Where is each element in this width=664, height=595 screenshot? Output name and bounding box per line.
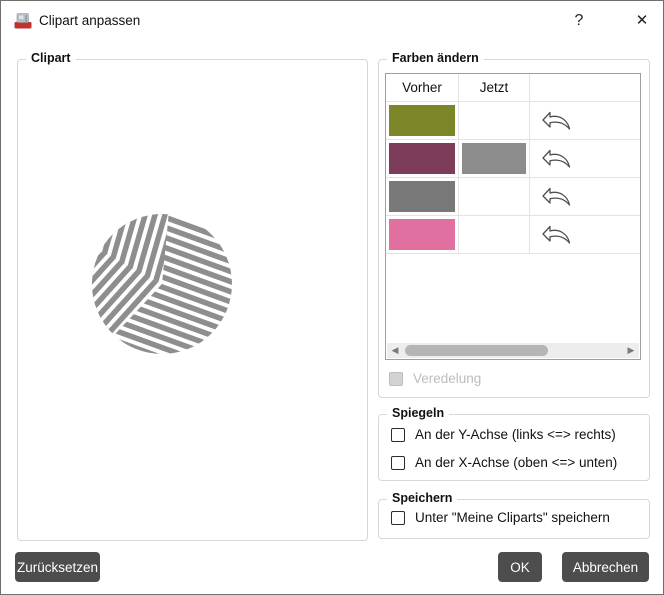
horizontal-scrollbar[interactable]: ◀ ▶: [387, 343, 639, 358]
save-group-label: Speichern: [387, 491, 458, 505]
scrollbar-thumb[interactable]: [405, 345, 548, 356]
yarn-ball-clipart: [92, 214, 232, 354]
color-table: Vorher Jetzt: [385, 73, 641, 360]
mirror-y-row: An der Y-Achse (links <=> rechts): [391, 427, 616, 442]
color-row: [386, 216, 640, 254]
veredelung-label: Veredelung: [413, 371, 482, 386]
color-table-header: Vorher Jetzt: [386, 74, 640, 102]
undo-arrow-icon[interactable]: [538, 110, 574, 132]
mirror-y-checkbox[interactable]: [391, 427, 405, 442]
header-jetzt: Jetzt: [459, 74, 530, 101]
veredelung-checkbox-row: Veredelung: [389, 371, 481, 386]
header-vorher: Vorher: [386, 74, 459, 101]
colors-group-label: Farben ändern: [387, 51, 484, 65]
scroll-left-icon[interactable]: ◀: [391, 345, 399, 355]
mirror-y-label: An der Y-Achse (links <=> rechts): [415, 427, 616, 442]
undo-arrow-icon[interactable]: [538, 148, 574, 170]
save-clipart-checkbox[interactable]: [391, 510, 405, 525]
colors-group: Farben ändern Vorher Jetzt: [378, 51, 650, 398]
vorher-swatch[interactable]: [389, 181, 455, 212]
scroll-right-icon[interactable]: ▶: [627, 345, 635, 355]
color-row: [386, 102, 640, 140]
mirror-group-label: Spiegeln: [387, 406, 450, 420]
mirror-x-label: An der X-Achse (oben <=> unten): [415, 455, 618, 470]
vorher-swatch[interactable]: [389, 105, 455, 136]
dialog-title: Clipart anpassen: [39, 13, 141, 28]
save-group: Speichern Unter "Meine Cliparts" speiche…: [378, 491, 650, 539]
color-row: [386, 178, 640, 216]
undo-arrow-icon[interactable]: [538, 224, 574, 246]
mirror-x-row: An der X-Achse (oben <=> unten): [391, 455, 617, 470]
clipart-group-label: Clipart: [26, 51, 76, 65]
color-row: [386, 140, 640, 178]
undo-arrow-icon[interactable]: [538, 186, 574, 208]
clipart-group: Clipart: [17, 51, 368, 541]
cancel-button[interactable]: Abbrechen: [562, 552, 649, 582]
ok-button[interactable]: OK: [498, 552, 542, 582]
close-icon[interactable]: ✕: [628, 7, 656, 35]
app-icon: [14, 13, 32, 29]
vorher-swatch[interactable]: [389, 143, 455, 174]
mirror-group: Spiegeln An der Y-Achse (links <=> recht…: [378, 406, 650, 481]
veredelung-checkbox: [389, 371, 403, 386]
jetzt-swatch[interactable]: [462, 143, 526, 174]
title-bar: Clipart anpassen ? ✕: [1, 1, 663, 41]
reset-button[interactable]: Zurücksetzen: [15, 552, 100, 582]
save-clipart-row: Unter "Meine Cliparts" speichern: [391, 510, 610, 525]
help-button[interactable]: ?: [565, 7, 593, 35]
save-clipart-label: Unter "Meine Cliparts" speichern: [415, 510, 610, 525]
vorher-swatch[interactable]: [389, 219, 455, 250]
mirror-x-checkbox[interactable]: [391, 455, 405, 470]
